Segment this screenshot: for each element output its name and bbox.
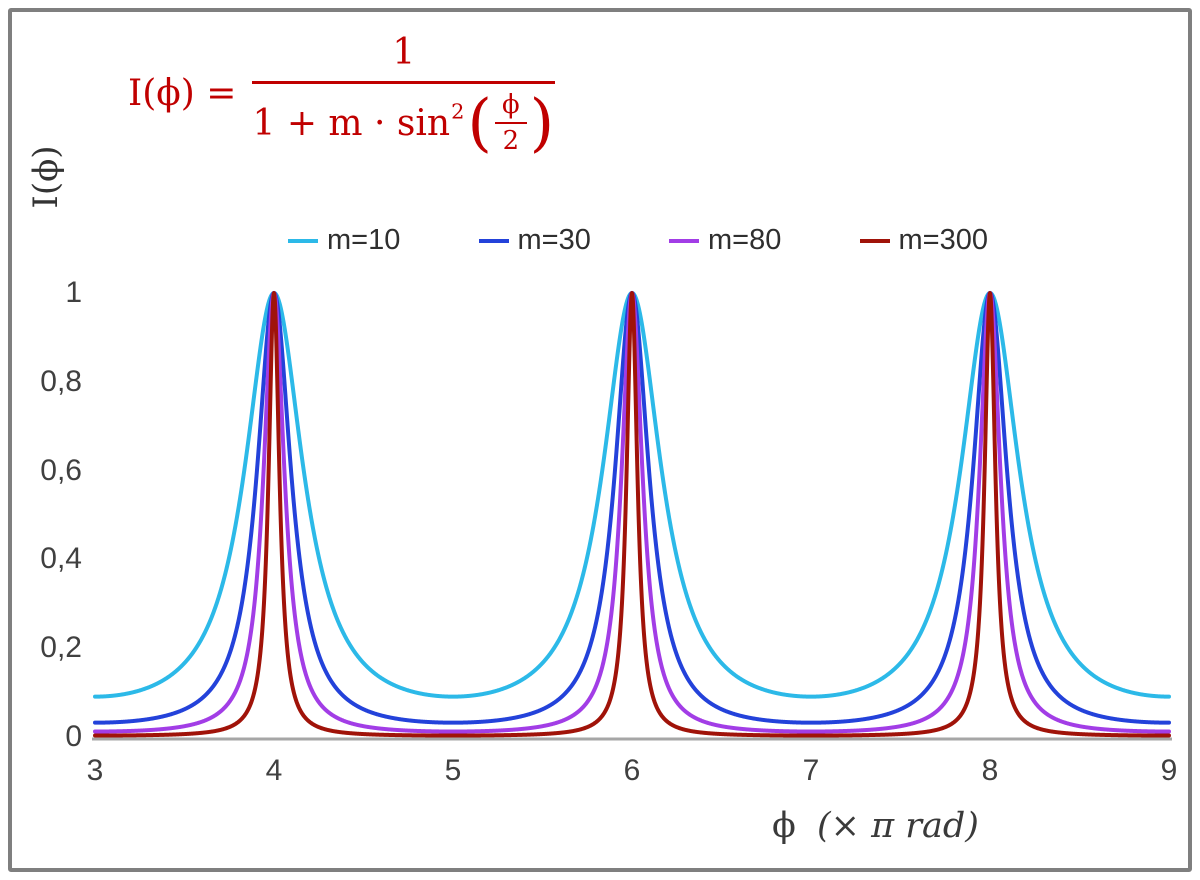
formula-fraction: 1 1 + m · sin 2 ( ϕ 2 ) [252,30,556,156]
x-tick-label-6: 6 [623,754,641,787]
legend-line-swatch-m10 [288,238,318,243]
legend-line-swatch-m300 [859,238,890,243]
legend-item-m80: m=80 [669,224,781,257]
x-axis-title: ϕ (× π rad) [772,806,979,846]
x-axis-title-phi: ϕ [772,806,796,846]
formula-lhs: I(ϕ) = [128,72,237,114]
formula-numerator: 1 [252,30,556,84]
legend-label-m80: m=80 [708,224,782,256]
intensity-formula: I(ϕ) = 1 1 + m · sin 2 ( ϕ 2 ) [128,30,556,156]
curve-m=300 [93,291,1171,738]
curve-m=80 [93,291,1171,734]
y-tick-label-0.6: 0,6 [40,454,82,487]
figure-frame [8,8,1192,872]
legend-item-m30: m=30 [478,224,591,257]
y-tick-label-0: 0 [65,720,82,753]
legend-item-m10: m=10 [288,224,400,257]
x-tick-label-9: 9 [1160,754,1178,787]
legend-label-m10: m=10 [327,224,401,256]
y-tick-label-1: 1 [65,276,82,309]
y-tick-label-0.2: 0,2 [40,631,82,664]
curve-m=30 [93,291,1171,725]
inner-denominator: 2 [502,126,520,156]
x-tick-label-4: 4 [265,754,283,787]
legend: m=10 m=30 m=80 m=300 [288,224,988,257]
formula-denominator-text: 1 + m · sin [252,102,451,144]
close-paren: ) [529,85,555,159]
legend-label-m300: m=300 [898,224,988,256]
open-paren: ( [467,85,492,159]
x-tick-label-8: 8 [981,754,999,787]
x-tick-label-5: 5 [444,754,462,787]
formula-denominator: 1 + m · sin 2 ( ϕ 2 ) [252,84,555,156]
inner-numerator: ϕ [494,90,527,124]
x-tick-label-7: 7 [802,754,820,787]
y-axis-title: I(ϕ) [26,145,66,209]
x-tick-label-3: 3 [86,754,104,787]
legend-line-swatch-m30 [478,238,509,243]
formula-exponent: 2 [451,99,465,124]
legend-label-m30: m=30 [517,224,591,256]
inner-fraction: ϕ 2 [494,90,527,156]
x-axis-title-units: (× π rad) [817,806,979,846]
legend-line-swatch-m80 [669,238,699,243]
y-tick-label-0.4: 0,4 [40,542,82,575]
legend-item-m300: m=300 [859,224,988,257]
y-tick-label-0.8: 0,8 [40,365,82,398]
